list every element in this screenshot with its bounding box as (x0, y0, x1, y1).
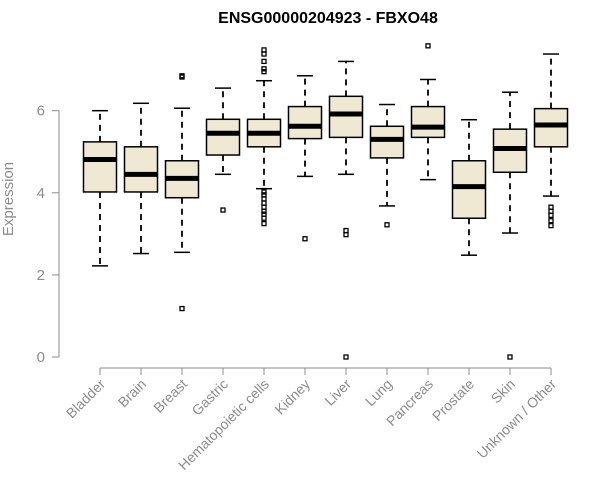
box-liver (328, 60, 364, 360)
outlier-point (261, 208, 267, 214)
box-gastric (205, 87, 241, 213)
y-axis-label: Expression (0, 162, 17, 236)
outlier-point (261, 47, 267, 53)
outlier-point (343, 354, 349, 360)
iqr-box (410, 105, 446, 139)
outlier-point (261, 215, 267, 221)
outlier-point (179, 305, 185, 312)
x-tick-label: Kidney (272, 376, 314, 418)
outlier-point (261, 204, 267, 210)
box-unknown-other (533, 53, 569, 229)
outlier-point (343, 227, 349, 234)
x-tick-label: Liver (321, 376, 354, 409)
x-tick-label: Prostate (429, 376, 477, 424)
outlier-point (507, 354, 513, 360)
y-tick-label: 2 (37, 267, 45, 284)
outlier-point (548, 222, 554, 229)
iqr-box (451, 160, 487, 219)
outlier-point (261, 200, 267, 206)
outlier-point (261, 66, 267, 72)
chart-title: ENSG00000204923 - FBXO48 (218, 10, 438, 27)
boxes-layer (82, 43, 569, 360)
outlier-point (343, 232, 349, 238)
y-tick-label: 6 (37, 103, 45, 120)
outlier-point (425, 43, 431, 49)
outlier-point (220, 207, 226, 213)
outlier-point (548, 204, 554, 210)
x-tick-label: Skin (488, 376, 519, 407)
x-tick-label: Bladder (63, 376, 109, 422)
outlier-point (261, 189, 267, 195)
box-pancreas (410, 43, 446, 181)
outlier-point (548, 208, 554, 214)
y-tick-label: 0 (37, 349, 45, 366)
box-skin (492, 91, 528, 360)
box-brain (123, 102, 159, 255)
x-tick-label: Breast (150, 376, 190, 416)
outlier-point (261, 58, 267, 65)
outlier-point (384, 222, 390, 228)
outlier-point (261, 196, 267, 202)
x-tick-label: Lung (362, 376, 395, 409)
iqr-box (287, 105, 323, 140)
iqr-box (328, 95, 364, 139)
iqr-box (205, 118, 241, 156)
outlier-point (261, 51, 267, 57)
box-breast (164, 73, 200, 312)
y-tick-label: 4 (37, 185, 45, 202)
outlier-point (548, 212, 554, 219)
outlier-point (302, 236, 308, 242)
outlier-point (179, 74, 185, 80)
y-axis: 0 2 4 6 (37, 103, 60, 366)
outlier-point (261, 211, 267, 217)
outlier-point (548, 218, 554, 224)
x-tick-label: Brain (115, 376, 149, 410)
iqr-box (82, 141, 118, 193)
box-hematopoietic-cells (246, 47, 282, 227)
outlier-point (261, 192, 267, 198)
outlier-point (261, 220, 267, 227)
outlier-point (261, 69, 267, 75)
box-prostate (451, 118, 487, 256)
iqr-box (533, 107, 569, 148)
box-kidney (287, 75, 323, 242)
box-bladder (82, 109, 118, 267)
box-lung (369, 103, 405, 228)
iqr-box (369, 125, 405, 159)
iqr-box (123, 146, 159, 193)
